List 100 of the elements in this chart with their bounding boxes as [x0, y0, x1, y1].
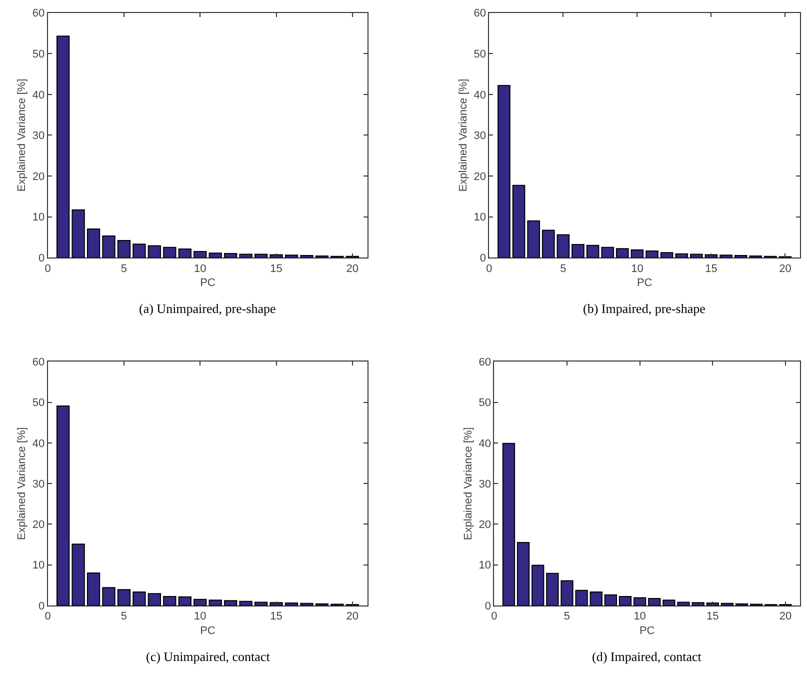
bar [734, 255, 748, 258]
x-axis-title: PC [639, 624, 655, 637]
y-tick-label: 0 [38, 600, 45, 612]
bar [542, 230, 555, 258]
bar [254, 254, 268, 258]
bar [86, 228, 100, 258]
y-tick-label: 40 [32, 89, 45, 102]
bar [720, 254, 732, 258]
bar [604, 594, 618, 606]
y-tick-label: 10 [32, 212, 45, 224]
x-tick-label: 20 [346, 610, 359, 623]
bar [512, 184, 526, 258]
bar [239, 254, 252, 258]
y-tick-label: 60 [474, 8, 486, 20]
y-tick-label: 40 [478, 438, 491, 450]
bar [132, 592, 146, 606]
bar [239, 600, 252, 606]
bar [572, 244, 584, 258]
bar [300, 255, 314, 258]
x-tick-label: 10 [631, 262, 644, 275]
bar [660, 252, 674, 258]
y-tick-label: 60 [478, 356, 491, 369]
bar [117, 589, 131, 606]
text: (b) Impaired, pre-shape [583, 301, 706, 316]
bar [527, 220, 540, 258]
bar [224, 252, 238, 258]
x-tick-label: 5 [120, 262, 128, 275]
bar [72, 544, 85, 606]
y-tick-label: 30 [478, 478, 491, 490]
bar [720, 602, 734, 606]
bar [270, 602, 283, 606]
bar [208, 600, 222, 606]
bar [502, 442, 516, 606]
bar [72, 209, 85, 258]
text: (a) Unimpaired, pre-shape [139, 301, 276, 316]
bar [616, 248, 629, 258]
y-tick-label: 30 [32, 130, 45, 142]
y-tick-label: 10 [474, 212, 486, 224]
y-tick-label: 20 [478, 519, 491, 532]
bar [102, 235, 116, 258]
y-axis-title: Explained Variance [%] [16, 427, 28, 540]
x-tick-label: 15 [706, 610, 719, 623]
bar [194, 250, 207, 258]
y-tick-label: 50 [474, 48, 486, 60]
bar [706, 602, 719, 606]
x-tick-label: 20 [346, 262, 359, 275]
bar [148, 593, 162, 606]
bar [601, 246, 614, 258]
y-tick-label: 30 [32, 478, 45, 490]
x-axis-title: PC [636, 276, 652, 289]
bar [586, 244, 600, 258]
y-tick-label: 40 [32, 438, 45, 450]
bar [690, 254, 703, 258]
bar [56, 406, 70, 606]
bar [633, 597, 646, 606]
y-tick-label: 20 [32, 519, 45, 532]
x-tick-label: 5 [564, 610, 570, 623]
y-tick-label: 60 [32, 356, 45, 369]
y-tick-label: 10 [478, 560, 491, 572]
x-tick-label: 10 [194, 262, 206, 275]
bar [704, 254, 718, 258]
y-tick-label: 50 [478, 397, 491, 410]
y-tick-label: 50 [32, 48, 45, 60]
bar [270, 254, 283, 258]
bar [516, 542, 530, 606]
bar [498, 84, 510, 258]
y-axis-title: Explained Variance [%] [16, 78, 28, 192]
bar [208, 252, 222, 258]
x-tick-label: 20 [779, 262, 792, 275]
y-tick-label: 60 [32, 8, 45, 20]
bar [590, 592, 602, 606]
y-tick-label: 30 [474, 130, 486, 142]
bar [556, 234, 570, 258]
y-tick-label: 40 [474, 89, 486, 102]
bar [56, 36, 70, 258]
bar [300, 602, 314, 606]
bar [194, 598, 207, 606]
x-tick-label: 10 [634, 610, 646, 623]
bar [178, 248, 192, 258]
x-tick-label: 5 [120, 610, 128, 623]
y-tick-label: 0 [484, 600, 491, 612]
x-axis-title: PC [200, 624, 216, 637]
x-axis-title: PC [200, 276, 216, 289]
y-tick-label: 0 [480, 252, 486, 264]
bar [648, 598, 661, 606]
bar [224, 600, 238, 606]
bar [675, 253, 688, 258]
bar [284, 254, 298, 258]
bar [284, 602, 298, 606]
bar [86, 572, 100, 606]
bar [163, 596, 176, 606]
bar [254, 602, 268, 606]
y-tick-label: 20 [32, 170, 45, 183]
x-tick-label: 15 [270, 610, 282, 623]
y-tick-label: 50 [32, 397, 45, 410]
text: (d) Impaired, contact [592, 649, 702, 664]
bar [618, 596, 632, 606]
x-tick-label: 10 [194, 610, 206, 623]
y-tick-label: 10 [32, 560, 45, 572]
x-tick-label: 15 [270, 262, 282, 275]
